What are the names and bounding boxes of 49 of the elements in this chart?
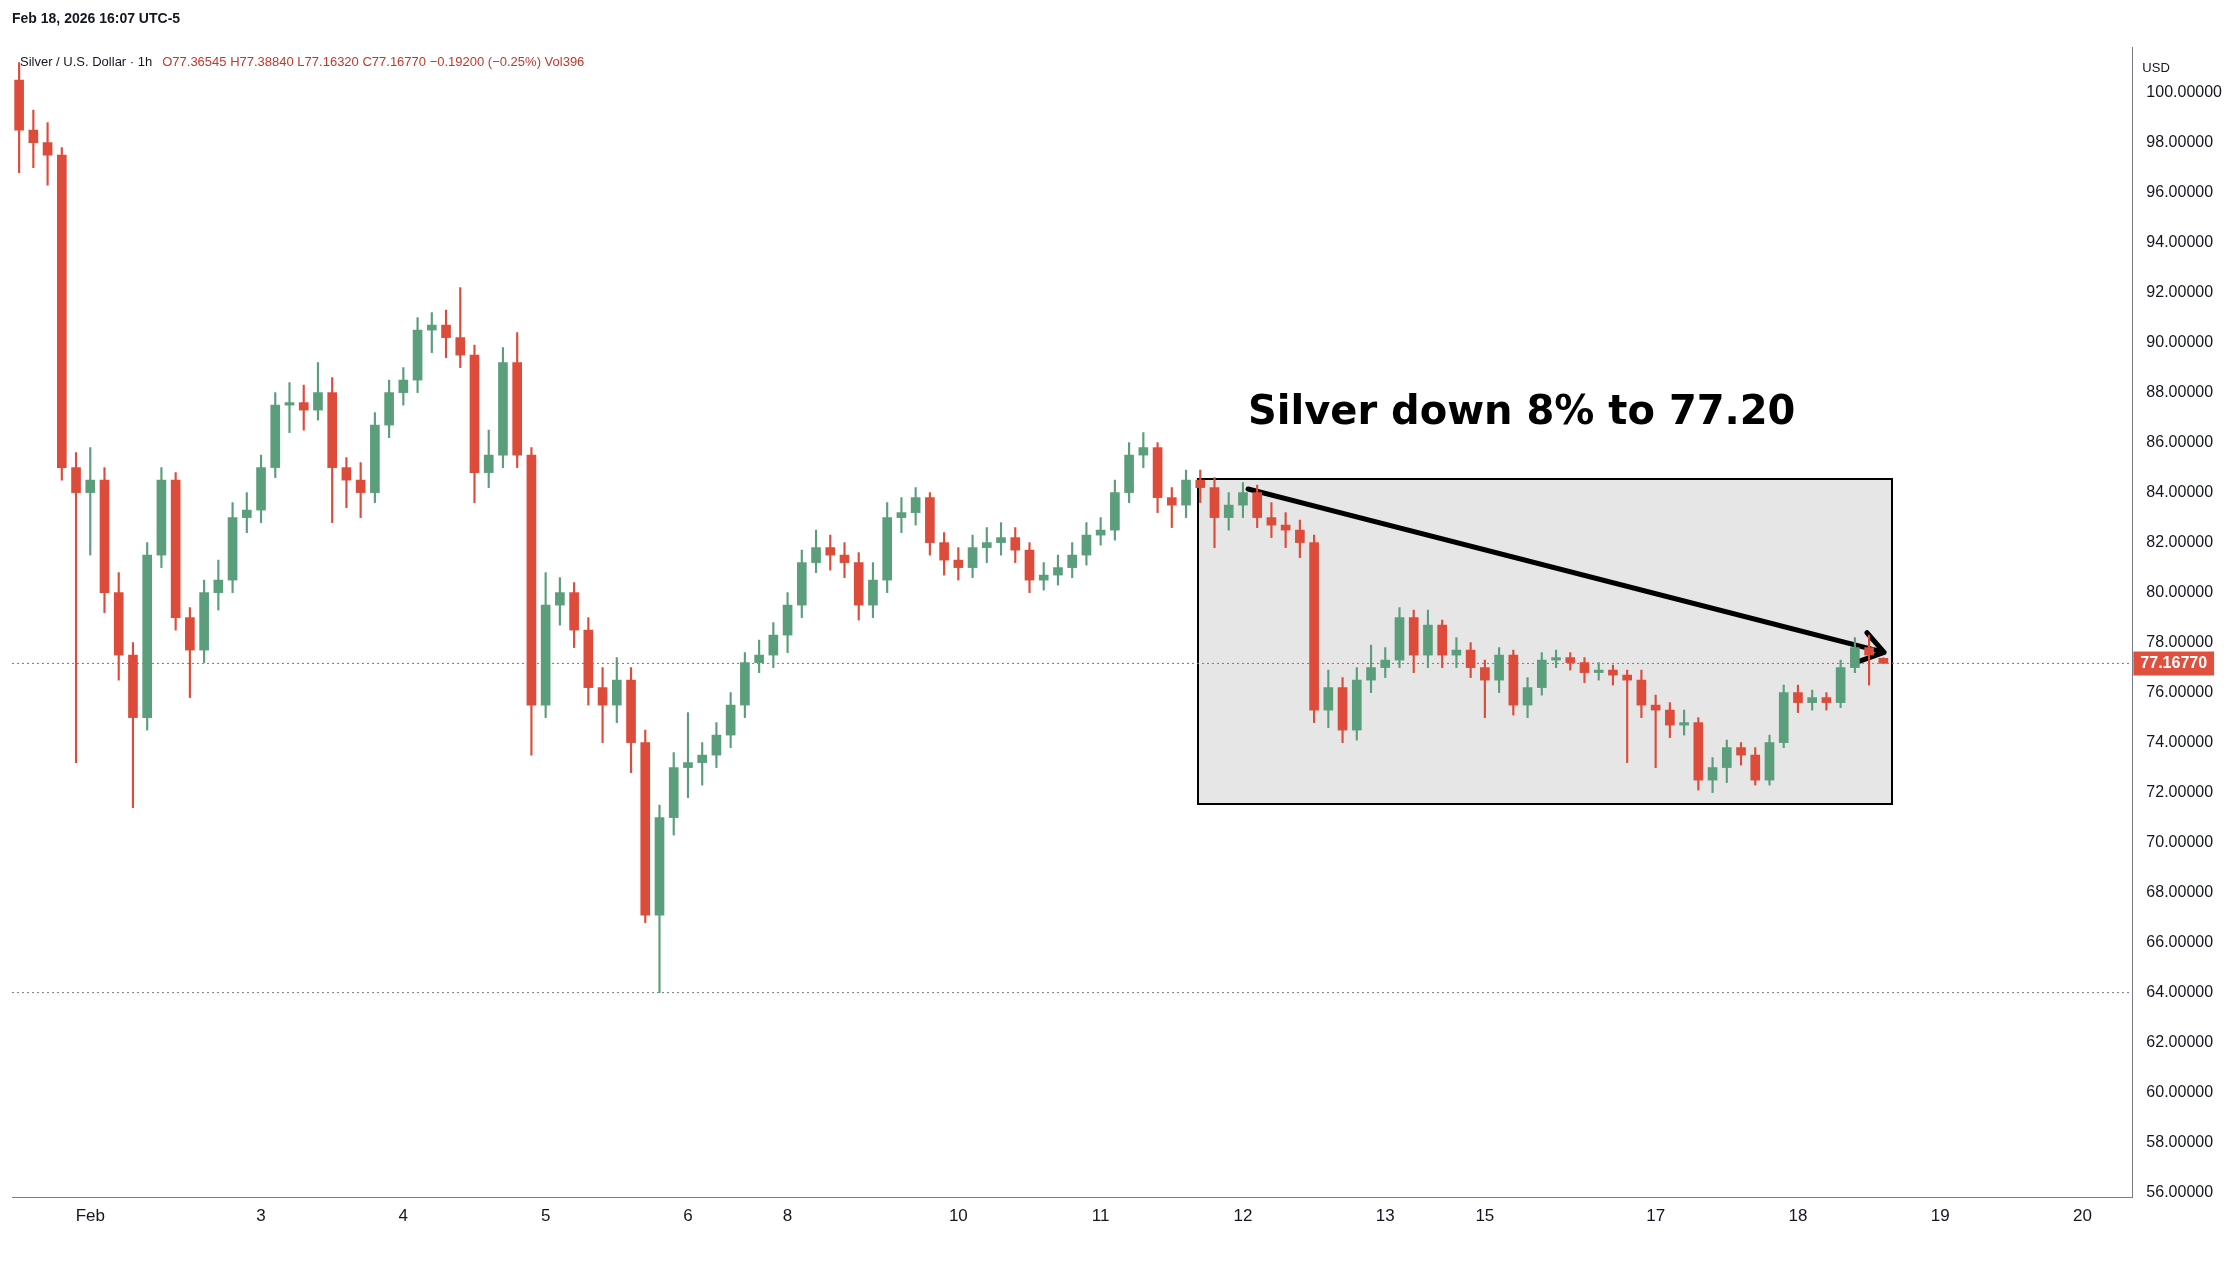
x-tick-label: 12 bbox=[1233, 1206, 1253, 1226]
x-tick-label: 10 bbox=[948, 1206, 968, 1226]
y-tick-label: 64.00000 bbox=[2146, 983, 2214, 1001]
y-tick-label: 66.00000 bbox=[2146, 933, 2214, 951]
x-tick-label: 19 bbox=[1930, 1206, 1950, 1226]
y-tick-label: 56.00000 bbox=[2146, 1183, 2214, 1201]
candlestick bbox=[341, 457, 352, 508]
x-tick-label: 5 bbox=[540, 1206, 551, 1226]
x-tick-label: 6 bbox=[683, 1206, 693, 1226]
y-tick-label: 80.00000 bbox=[2146, 583, 2214, 601]
y-tick-label: 84.00000 bbox=[2146, 483, 2214, 501]
candlestick bbox=[1707, 757, 1718, 793]
y-tick-label: 62.00000 bbox=[2146, 1033, 2214, 1051]
x-tick-label: 20 bbox=[2073, 1206, 2093, 1226]
y-tick-label: 72.00000 bbox=[2146, 783, 2214, 801]
y-tick-label: 100.00000 bbox=[2146, 83, 2223, 101]
y-tick-label: 88.00000 bbox=[2146, 383, 2214, 401]
y-tick-label: 60.00000 bbox=[2146, 1083, 2214, 1101]
y-tick-label: 94.00000 bbox=[2146, 233, 2214, 251]
y-axis-title: USD bbox=[2142, 59, 2170, 75]
text: O77.36545 H77.38840 L77.16320 C77.16770 −0.19200 (−0.25%) Vol396 bbox=[162, 53, 585, 69]
y-tick-label: 96.00000 bbox=[2146, 183, 2214, 201]
x-tick-label: 4 bbox=[398, 1206, 409, 1226]
x-tick-label: 8 bbox=[782, 1206, 793, 1226]
y-tick-label: 90.00000 bbox=[2146, 333, 2214, 351]
y-tick-label: 68.00000 bbox=[2146, 883, 2214, 901]
candlestick bbox=[42, 122, 53, 186]
y-tick-label: 76.00000 bbox=[2146, 683, 2214, 701]
x-tick-label: 13 bbox=[1375, 1206, 1395, 1226]
y-tick-label: 86.00000 bbox=[2146, 433, 2214, 451]
y-tick-label: 92.00000 bbox=[2146, 283, 2214, 301]
y-tick-label: 74.00000 bbox=[2146, 733, 2214, 751]
x-tick-label: 15 bbox=[1475, 1206, 1495, 1226]
x-tick-label: 11 bbox=[1091, 1206, 1110, 1226]
text: Silver / U.S. Dollar · 1h bbox=[20, 53, 153, 69]
y-tick-label: 78.00000 bbox=[2146, 633, 2214, 651]
x-tick-label: 17 bbox=[1646, 1206, 1666, 1226]
x-tick-label: Feb bbox=[75, 1206, 105, 1226]
candlestick bbox=[839, 542, 850, 578]
y-tick-label: 98.00000 bbox=[2146, 133, 2214, 151]
y-tick-label: 70.00000 bbox=[2146, 833, 2214, 851]
annotation: Silver down 8% to 77.20 bbox=[1247, 386, 1796, 433]
y-tick-label: 82.00000 bbox=[2146, 533, 2214, 551]
x-tick-label: 3 bbox=[256, 1206, 266, 1226]
y-tick-label: 58.00000 bbox=[2146, 1133, 2214, 1151]
candlestick bbox=[597, 667, 608, 743]
ref-line-label: 77.16770 bbox=[2140, 653, 2208, 671]
x-tick-label: 18 bbox=[1788, 1206, 1808, 1226]
text: Feb 18, 2026 16:07 UTC-5 bbox=[12, 10, 181, 26]
